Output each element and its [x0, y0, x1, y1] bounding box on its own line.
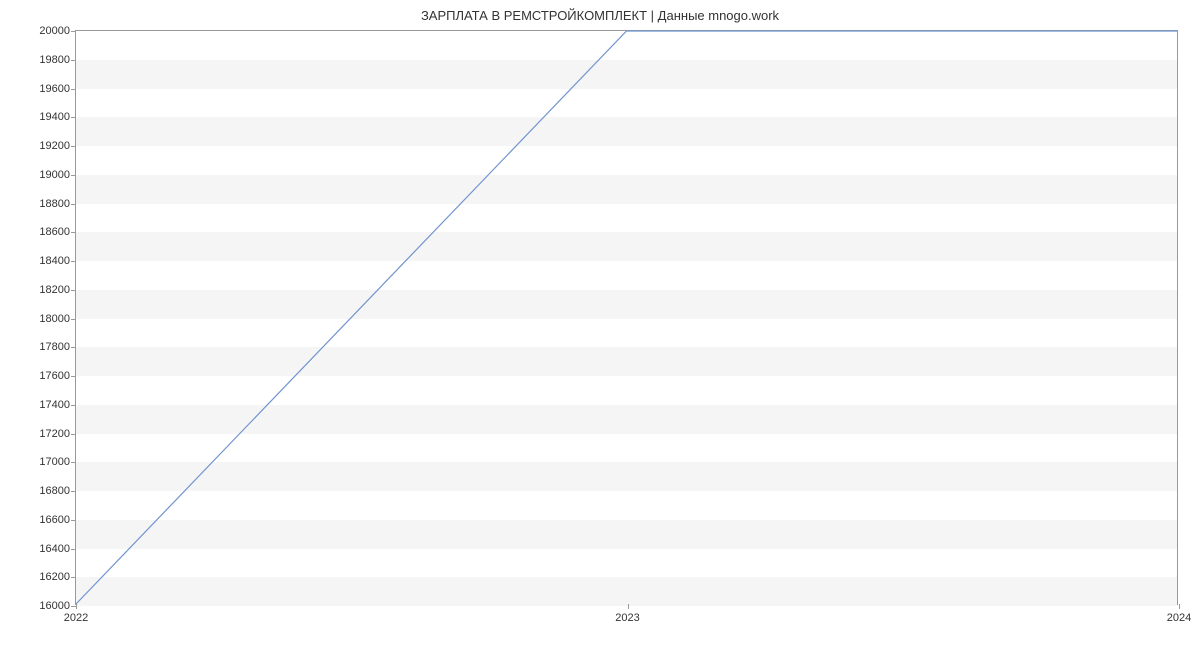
y-tick-label: 18600: [39, 226, 70, 238]
plot-area: 1600016200164001660016800170001720017400…: [75, 30, 1178, 605]
series-line: [76, 31, 1177, 604]
y-tick-mark: [71, 60, 76, 61]
y-tick-mark: [71, 347, 76, 348]
y-tick-label: 18000: [39, 313, 70, 325]
y-tick-label: 16200: [39, 571, 70, 583]
y-tick-mark: [71, 89, 76, 90]
y-tick-mark: [71, 434, 76, 435]
chart-container: ЗАРПЛАТА В РЕМСТРОЙКОМПЛЕКТ | Данные mno…: [0, 0, 1200, 650]
y-tick-mark: [71, 175, 76, 176]
y-tick-mark: [71, 146, 76, 147]
y-tick-label: 17400: [39, 399, 70, 411]
y-tick-label: 20000: [39, 25, 70, 37]
line-layer: [76, 31, 1177, 604]
chart-title: ЗАРПЛАТА В РЕМСТРОЙКОМПЛЕКТ | Данные mno…: [0, 8, 1200, 23]
y-tick-label: 19400: [39, 111, 70, 123]
x-tick-label: 2023: [615, 612, 639, 624]
y-tick-label: 16400: [39, 543, 70, 555]
y-tick-mark: [71, 577, 76, 578]
x-tick-mark: [1179, 604, 1180, 609]
y-tick-mark: [71, 405, 76, 406]
y-tick-label: 19000: [39, 169, 70, 181]
y-tick-mark: [71, 549, 76, 550]
y-tick-mark: [71, 376, 76, 377]
y-tick-label: 18200: [39, 284, 70, 296]
y-tick-label: 17600: [39, 370, 70, 382]
y-tick-label: 19600: [39, 83, 70, 95]
y-tick-label: 16000: [39, 600, 70, 612]
y-tick-label: 16800: [39, 485, 70, 497]
y-tick-mark: [71, 204, 76, 205]
y-tick-mark: [71, 491, 76, 492]
y-tick-mark: [71, 261, 76, 262]
x-tick-label: 2022: [64, 612, 88, 624]
y-tick-mark: [71, 290, 76, 291]
y-tick-mark: [71, 31, 76, 32]
y-tick-label: 17800: [39, 341, 70, 353]
y-tick-mark: [71, 117, 76, 118]
y-tick-label: 18800: [39, 198, 70, 210]
y-tick-label: 18400: [39, 255, 70, 267]
y-tick-label: 17000: [39, 456, 70, 468]
y-tick-label: 19200: [39, 140, 70, 152]
y-tick-mark: [71, 319, 76, 320]
y-tick-label: 16600: [39, 514, 70, 526]
x-tick-mark: [628, 604, 629, 609]
x-tick-mark: [76, 604, 77, 609]
y-tick-mark: [71, 520, 76, 521]
y-tick-mark: [71, 232, 76, 233]
y-tick-label: 19800: [39, 54, 70, 66]
x-tick-label: 2024: [1167, 612, 1191, 624]
y-tick-label: 17200: [39, 428, 70, 440]
y-tick-mark: [71, 462, 76, 463]
